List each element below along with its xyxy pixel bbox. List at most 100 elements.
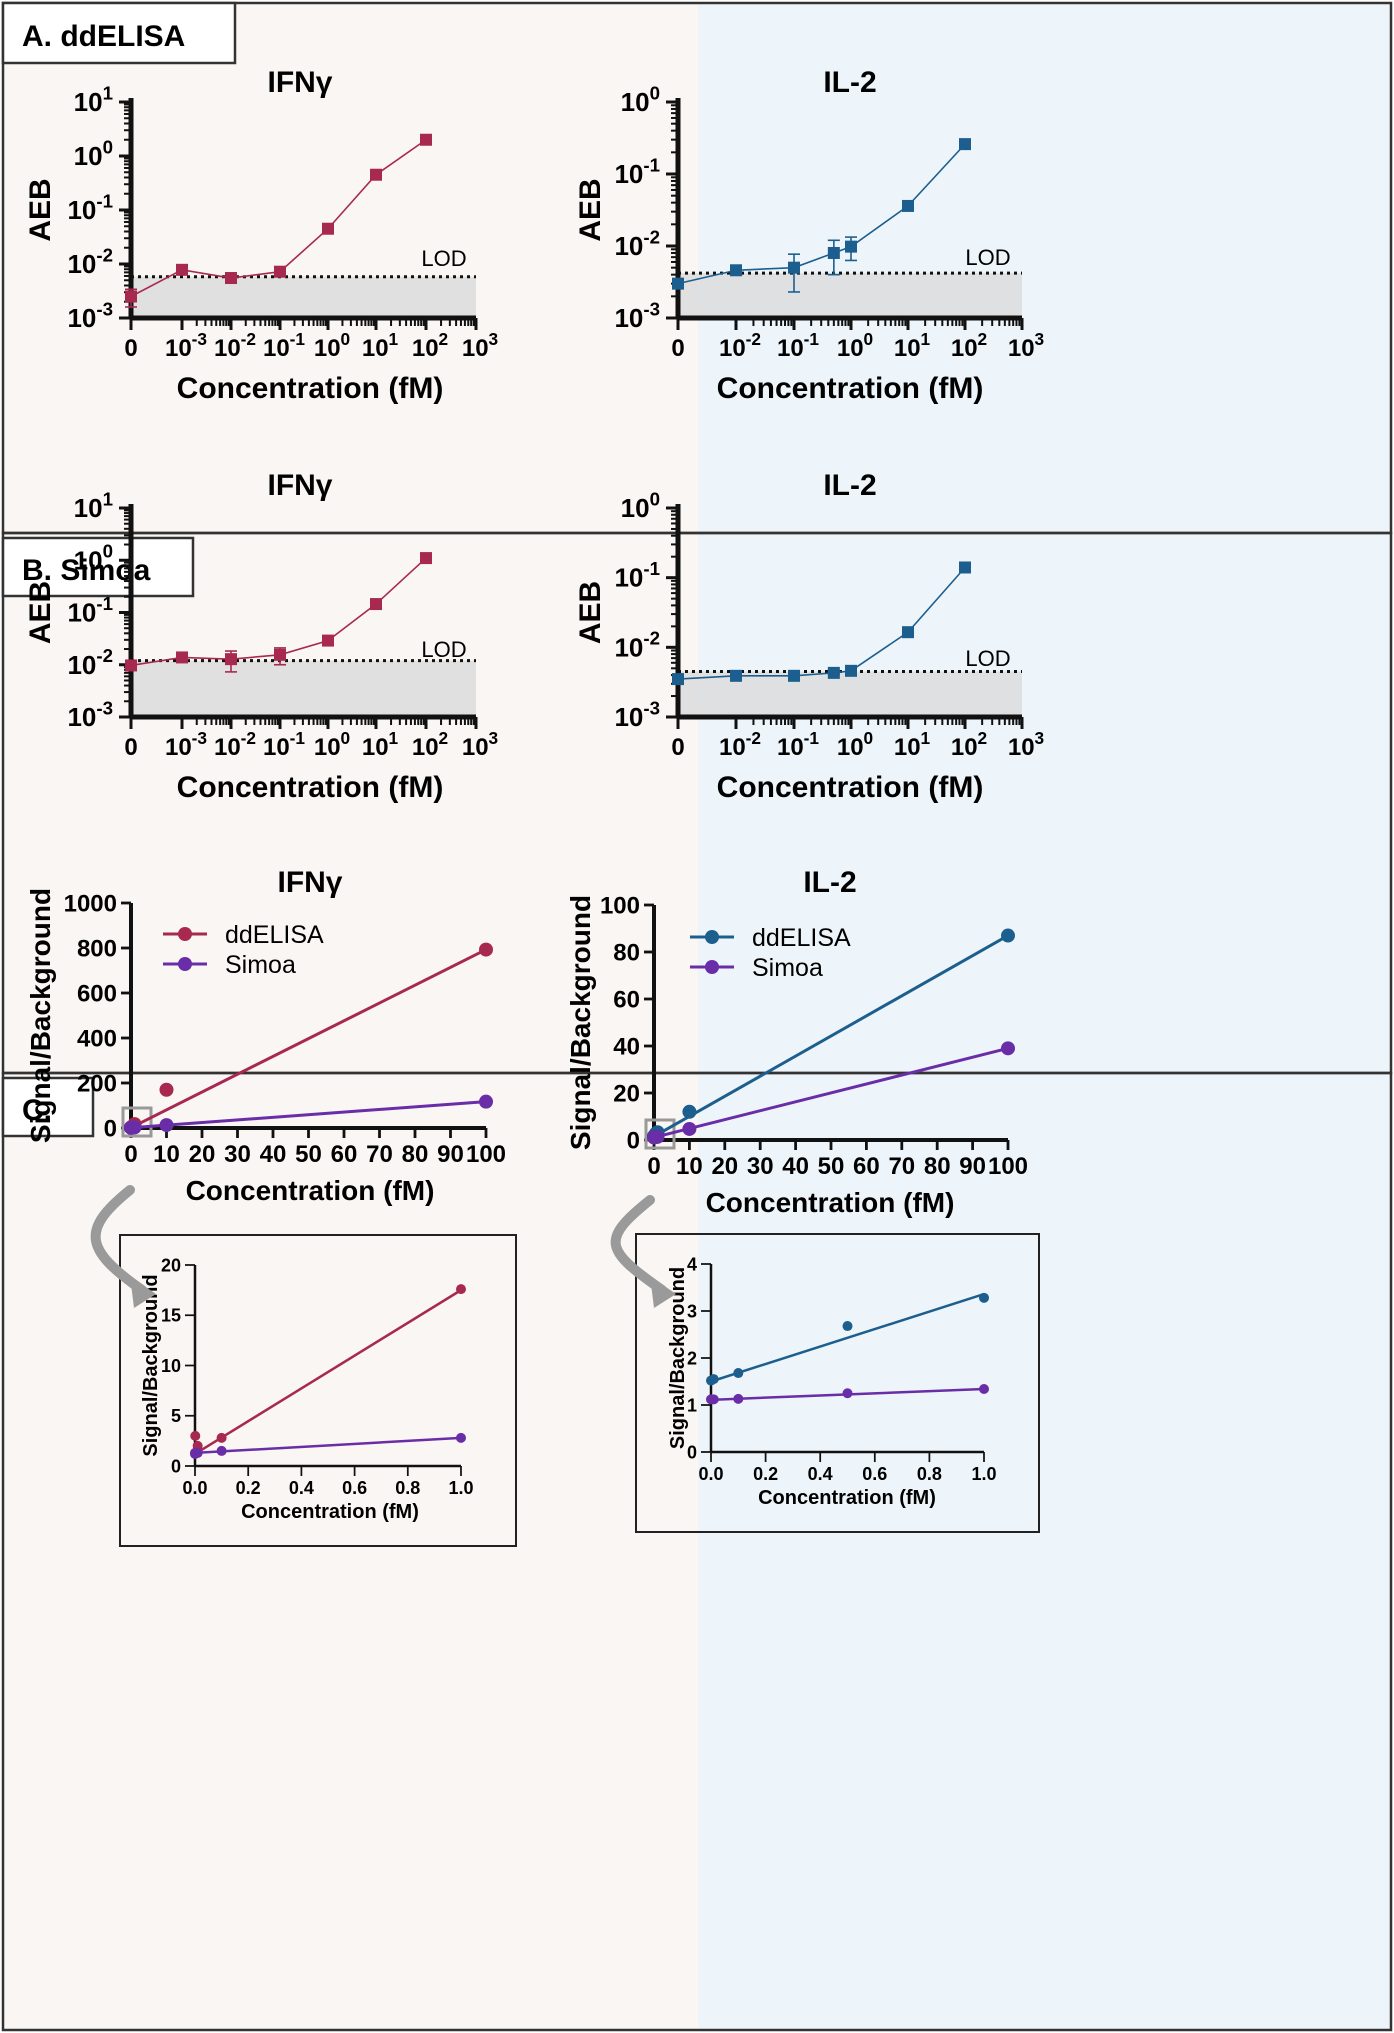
data-point (176, 263, 188, 276)
data-point (1001, 1041, 1015, 1056)
inset-frame (119, 1234, 517, 1547)
x-tick-label: 101 (362, 728, 399, 761)
data-point (827, 666, 840, 679)
lod-label: LOD (965, 646, 1010, 671)
series-simoa: Simoa (647, 954, 1015, 1145)
x-tick-label: 102 (412, 329, 448, 362)
y-tick-label: 60 (613, 986, 640, 1013)
x-tick-label: 0.8 (917, 1464, 942, 1484)
chart-title: IFNγ (267, 66, 332, 99)
x-tick-label: 10-2 (719, 728, 761, 761)
axis-break (690, 709, 716, 731)
x-tick-label: 40 (782, 1153, 809, 1180)
axis-break (148, 310, 160, 332)
data-point (733, 1368, 744, 1379)
y-axis-label: AEB (24, 581, 57, 644)
lod-region (678, 273, 1022, 318)
legend-label: ddELISA (752, 924, 851, 952)
fit-line (194, 1289, 462, 1456)
x-axis-label: Concentration (fM) (177, 372, 444, 405)
x-tick-label: 80 (402, 1141, 429, 1168)
x-tick-label: 0 (124, 335, 137, 362)
y-tick-label: 10-1 (67, 593, 113, 628)
data-point (456, 1432, 466, 1443)
y-tick-label: 100 (621, 488, 660, 523)
data-point (225, 272, 237, 285)
y-tick-label: 800 (77, 935, 117, 962)
data-point (650, 1129, 665, 1144)
x-tick-label: 0 (647, 1153, 660, 1180)
chart-c-il2-inset: 0 1 2 3 4 0.0 0.2 0.4 0.6 0.8 1.0 Concentration (fM… (635, 1233, 1040, 1533)
x-tick-label: 101 (362, 329, 399, 362)
x-tick-label: 0.6 (342, 1478, 367, 1498)
data-point (842, 1321, 853, 1332)
data-point (979, 1384, 989, 1395)
y-tick-label: 10-3 (67, 697, 113, 732)
axis-break (690, 310, 716, 332)
fit-line (130, 948, 487, 1130)
panel-a-label: A. ddELISA (22, 20, 185, 53)
data-point (788, 669, 800, 682)
x-tick-label: 101 (894, 728, 931, 761)
chart-title: IL-2 (823, 66, 876, 99)
chart-c-ifng: 0 200 400 600 800 1000 0 10 20 30 40 50 60 70 80 90 100 I… (25, 866, 506, 1206)
chart-title: IFNγ (267, 469, 332, 502)
panel-c-label-box (1, 1076, 95, 1138)
x-tick-label: 10 (676, 1153, 703, 1180)
y-tick-label: 10-2 (67, 244, 113, 279)
data-point (370, 598, 382, 611)
y-tick-label: 100 (621, 82, 660, 117)
x-axis-label: Concentration (fM) (758, 1487, 936, 1509)
data-point (274, 648, 286, 661)
y-tick-label: 10-3 (67, 298, 113, 333)
chart-title: IL-2 (803, 866, 856, 899)
chart-title: IL-2 (823, 469, 876, 502)
x-tick-label: 102 (951, 728, 987, 761)
y-tick-label: 3 (687, 1301, 697, 1321)
data-point (827, 246, 840, 259)
panel-c-border (1, 1071, 1393, 2032)
x-tick-label: 70 (366, 1141, 393, 1168)
y-tick-label: 0 (104, 1115, 117, 1142)
y-tick-label: 600 (77, 980, 117, 1007)
x-tick-label: 103 (462, 728, 498, 761)
data-point (479, 942, 493, 957)
y-tick-label: 400 (77, 1025, 117, 1052)
x-tick-label: 102 (951, 329, 987, 362)
x-tick-label: 101 (894, 329, 931, 362)
data-point (788, 261, 800, 274)
data-point (322, 222, 334, 235)
arrow-head-icon (650, 1276, 676, 1308)
x-tick-label: 60 (853, 1153, 880, 1180)
data-point (708, 1374, 719, 1385)
lod-label: LOD (965, 245, 1010, 270)
fit-line (653, 1046, 1009, 1139)
legend-label: Simoa (752, 954, 823, 982)
fit-line (653, 934, 1009, 1138)
chart-a-il2: LOD 10-3 10-2 10-1 100 0 10-2 10-1 100 101 102 103 I… (574, 66, 1044, 405)
x-tick-label: 10-3 (165, 329, 207, 362)
x-tick-label: 0.8 (395, 1478, 420, 1498)
y-axis-label: Signal/Background (25, 888, 56, 1143)
y-axis-label: Signal/Background (565, 895, 596, 1150)
x-tick-label: 10-1 (263, 728, 305, 761)
data-point (420, 133, 432, 146)
y-tick-label: 10-2 (614, 628, 660, 663)
x-tick-label: 20 (189, 1141, 216, 1168)
data-point (1001, 928, 1015, 943)
data-point (420, 552, 432, 565)
data-point (902, 626, 914, 639)
data-point (216, 1432, 227, 1443)
y-tick-label: 10-1 (614, 558, 660, 593)
y-tick-label: 5 (171, 1406, 181, 1426)
y-axis-label: Signal/Background (667, 1267, 689, 1449)
data-point (845, 664, 857, 677)
chart-b-il2: LOD 10-3 10-2 10-1 100 0 10-2 10-1 100 101 102 103 I… (574, 469, 1044, 804)
legend-marker (178, 957, 192, 971)
data-point (127, 1120, 142, 1135)
x-tick-label: 0.2 (753, 1464, 778, 1484)
series-ddelisa (706, 1292, 989, 1386)
y-tick-label: 100 (74, 541, 113, 576)
panel-a-label-box (1, 1, 237, 65)
zoom-region-box (121, 1106, 153, 1138)
